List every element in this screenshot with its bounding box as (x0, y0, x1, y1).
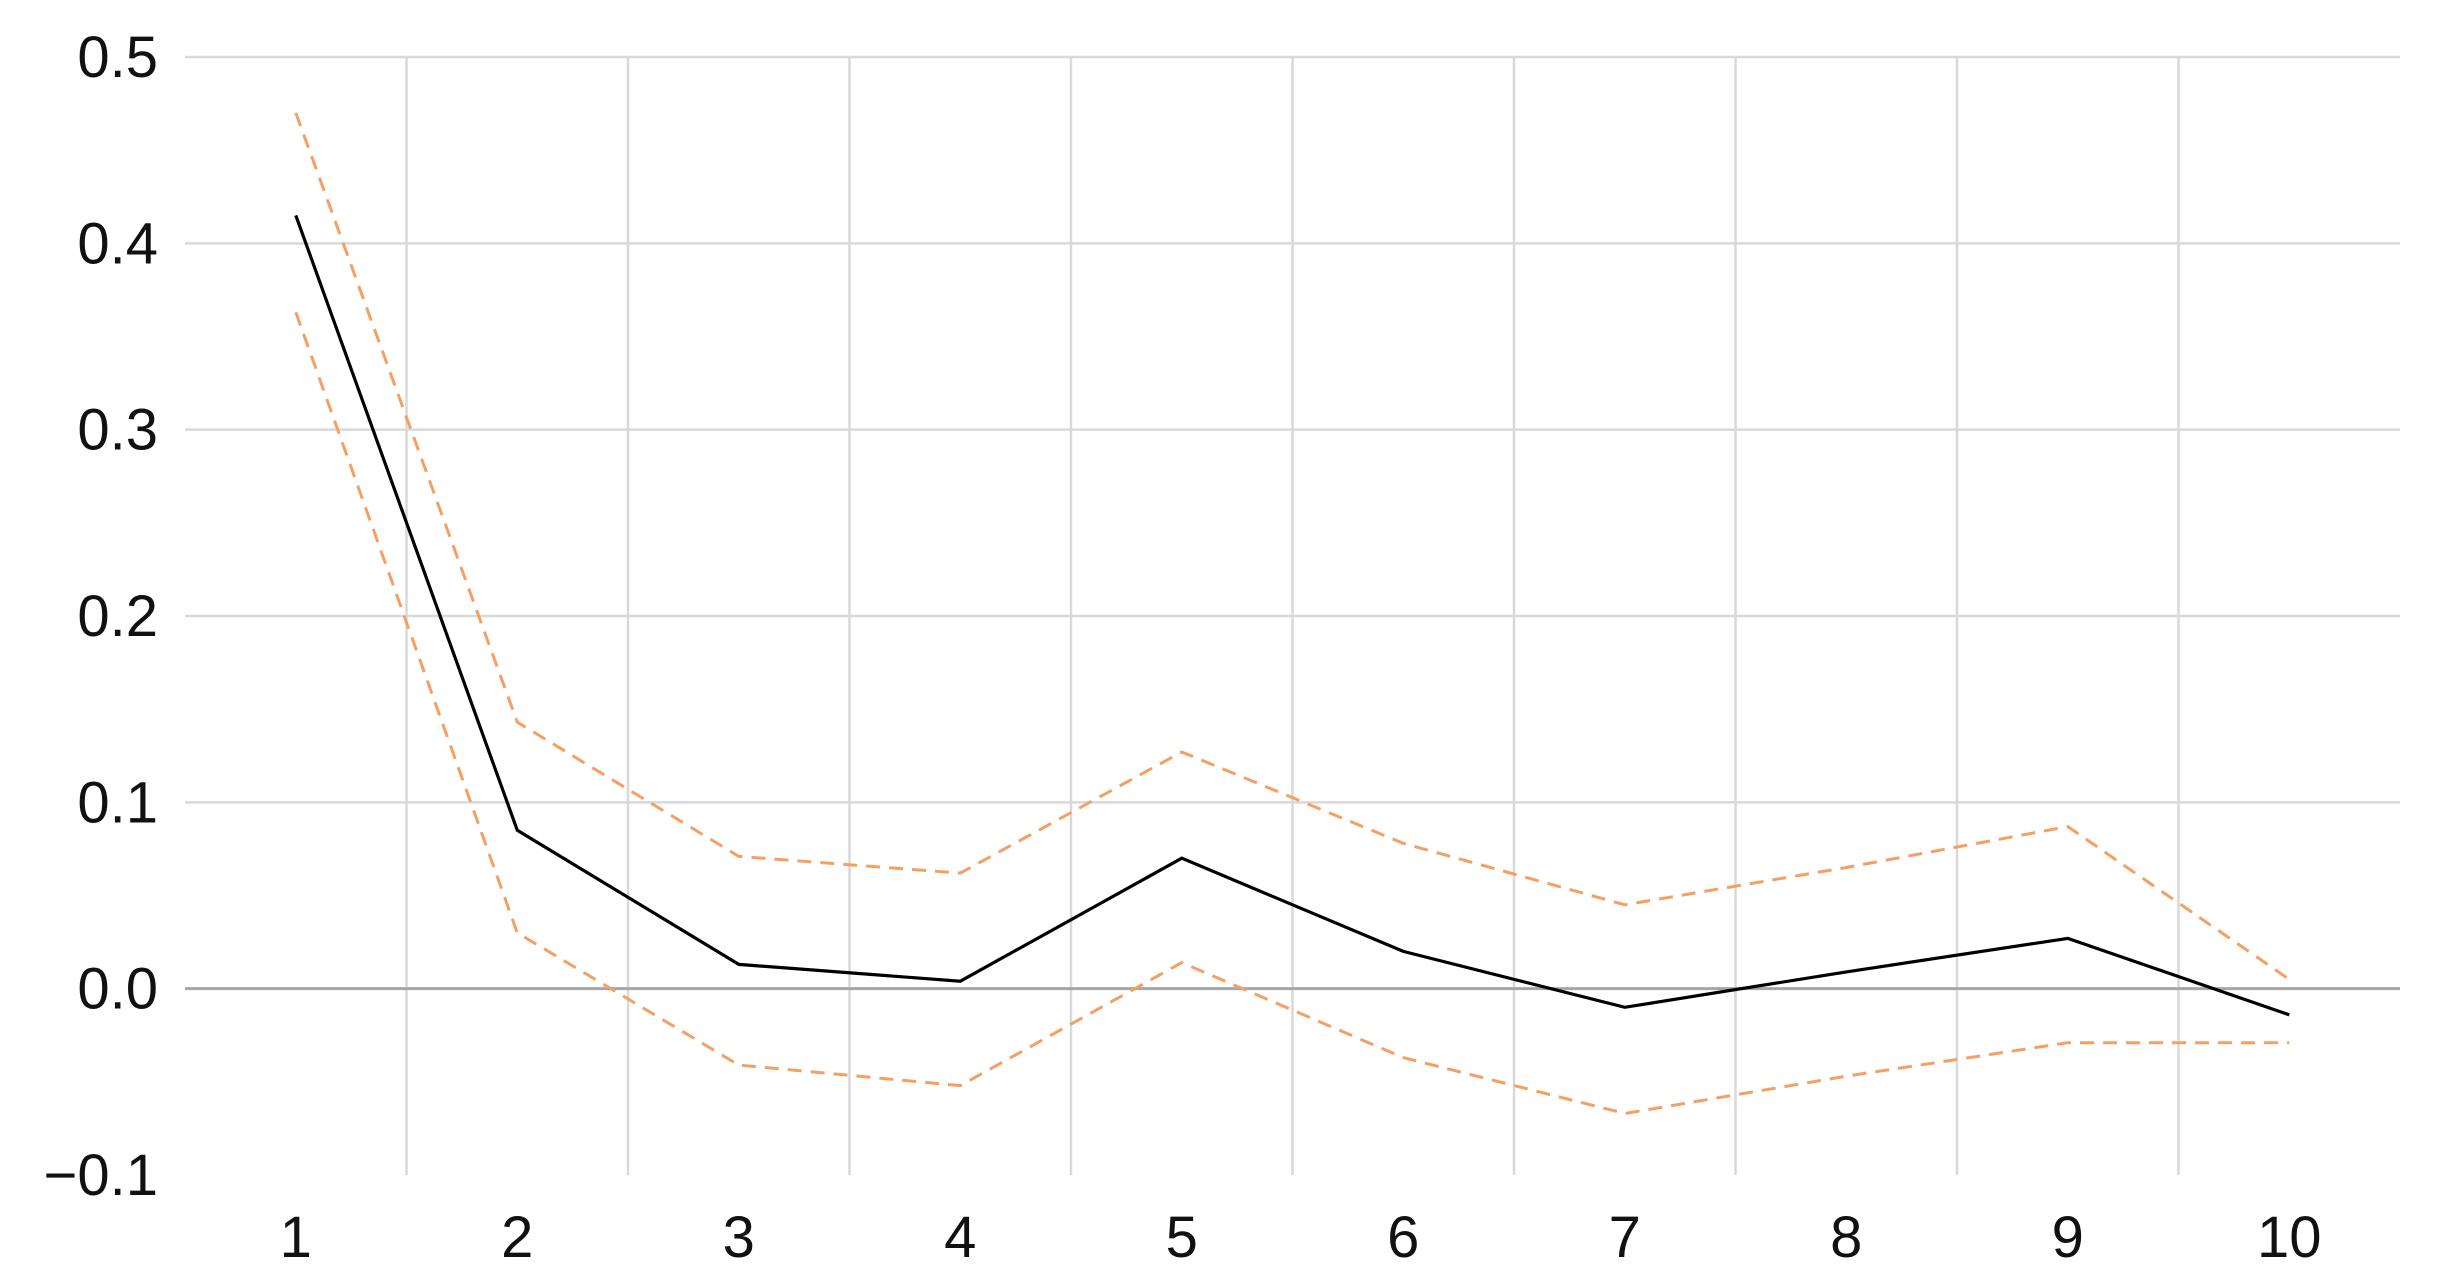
x-tick-label: 2 (501, 1205, 533, 1270)
y-tick-label: 0.0 (77, 957, 158, 1022)
y-tick-label: 0.3 (77, 398, 158, 463)
x-tick-label: 7 (1609, 1205, 1641, 1270)
x-axis-tick-labels: 1 2 3 4 5 6 7 8 9 10 (280, 1205, 2322, 1270)
y-tick-label: 0.1 (77, 770, 158, 835)
x-tick-label: 3 (723, 1205, 755, 1270)
x-tick-label: 5 (1166, 1205, 1198, 1270)
x-tick-label: 6 (1387, 1205, 1419, 1270)
series-line-upper (294, 112, 2291, 981)
series-lines (294, 112, 2291, 1116)
y-axis-tick-labels: −0.1 0.0 0.1 0.2 0.3 0.4 0.5 (44, 25, 159, 1208)
y-tick-label: 0.2 (77, 584, 158, 649)
x-tick-label: 9 (2052, 1205, 2084, 1270)
series-line-lower (294, 311, 2290, 1116)
y-tick-label: −0.1 (44, 1143, 159, 1208)
series-line-response (294, 214, 2290, 1017)
y-tick-label: 0.4 (77, 211, 158, 276)
x-tick-label: 8 (1830, 1205, 1862, 1270)
grid-lines (185, 55, 2400, 1175)
x-tick-label: 1 (280, 1205, 312, 1270)
y-tick-label: 0.5 (77, 25, 158, 90)
x-tick-label: 10 (2257, 1205, 2322, 1270)
x-tick-label: 4 (944, 1205, 976, 1270)
